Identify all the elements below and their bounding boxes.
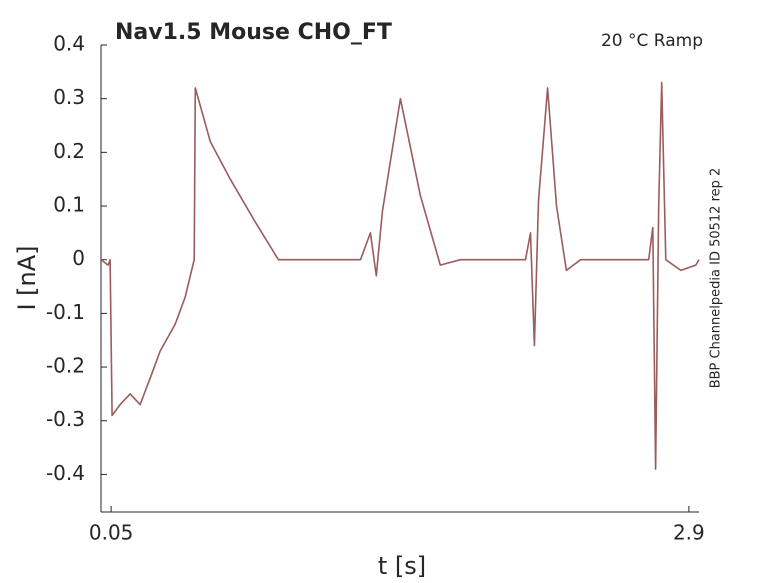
data-line [100,81,700,470]
y-tick-label: 0.1 [53,193,85,217]
y-tick-label: -0.4 [46,461,85,485]
y-tick-label: 0.4 [53,32,85,56]
x-axis-label: t [s] [378,552,426,580]
y-tick-label: 0 [72,246,85,270]
y-tick-label: 0.2 [53,139,85,163]
y-tick-label: -0.1 [46,300,85,324]
y-tick-label: 0.3 [53,85,85,109]
annotation: BBP Channelpedia ID 50512 rep 2 [709,168,724,389]
chart-subtitle: 20 °C Ramp [601,31,703,51]
y-tick-label: -0.2 [46,354,85,378]
chart-title: Nav1.5 Mouse CHO_FT [115,20,392,45]
y-tick-label: -0.3 [46,407,85,431]
y-axis-label: I [nA] [13,245,41,310]
x-tick-label: 0.05 [89,521,134,545]
x-tick-label: 2.9 [673,521,705,545]
